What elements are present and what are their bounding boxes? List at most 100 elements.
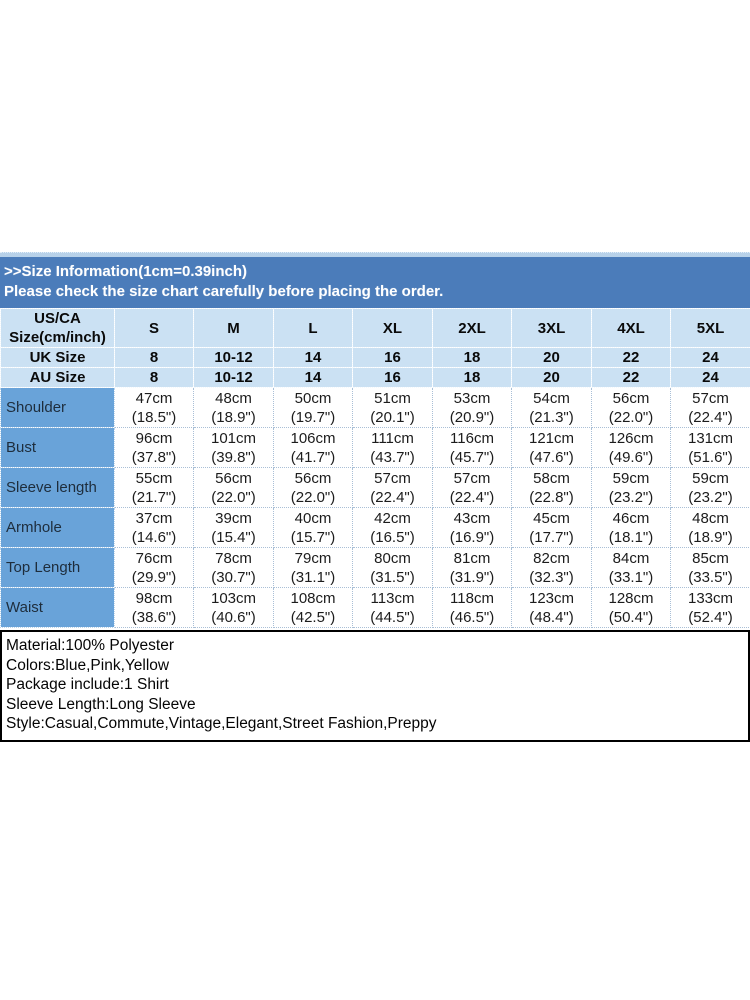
size-chart-table: US/CA Size(cm/inch) S M L XL 2XL 3XL 4XL 5XL UK Si… (0, 308, 750, 628)
region-size-value: 22 (591, 347, 671, 368)
measurement-value-cell: 133cm (52.4") (670, 587, 750, 628)
measurement-value-cell: 43cm (16.9") (432, 507, 512, 548)
measurement-value-cell: 113cm (44.5") (352, 587, 433, 628)
measurement-value-cell: 85cm (33.5") (670, 547, 750, 588)
measurement-value-cell: 118cm (46.5") (432, 587, 512, 628)
size-col-header: 5XL (670, 308, 750, 348)
size-col-header: 3XL (511, 308, 592, 348)
measurement-label: Top Length (0, 547, 115, 588)
region-size-label: AU Size (0, 367, 115, 388)
table-top-edge-strip (0, 252, 750, 257)
measurement-label: Waist (0, 587, 115, 628)
measurement-value-cell: 56cm (22.0") (591, 387, 671, 428)
size-col-header: L (273, 308, 353, 348)
measurement-label: Shoulder (0, 387, 115, 428)
measurement-row: Waist 98cm (38.6") 103cm (40.6") 108cm (42.5")… (0, 587, 750, 628)
size-info-banner: >>Size Information(1cm=0.39inch) Please … (0, 257, 750, 308)
size-col-header: M (193, 308, 274, 348)
measurement-value-cell: 54cm (21.3") (511, 387, 592, 428)
measurement-label: Bust (0, 427, 115, 468)
measurement-value-cell: 46cm (18.1") (591, 507, 671, 548)
measurement-value-cell: 55cm (21.7") (114, 467, 194, 508)
measurement-value-cell: 50cm (19.7") (273, 387, 353, 428)
region-size-value: 22 (591, 367, 671, 388)
detail-line: Material:100% Polyester (6, 637, 174, 654)
detail-line: Package include:1 Shirt (6, 676, 169, 693)
measurement-value-cell: 45cm (17.7") (511, 507, 592, 548)
measurement-value-cell: 78cm (30.7") (193, 547, 274, 588)
region-size-value: 8 (114, 367, 194, 388)
measurement-value-cell: 82cm (32.3") (511, 547, 592, 588)
region-size-value: 16 (352, 347, 433, 368)
measurement-value-cell: 57cm (22.4") (670, 387, 750, 428)
measurement-value-cell: 47cm (18.5") (114, 387, 194, 428)
measurement-value-cell: 103cm (40.6") (193, 587, 274, 628)
detail-line: Sleeve Length:Long Sleeve (6, 695, 196, 713)
measurement-value-cell: 81cm (31.9") (432, 547, 512, 588)
region-size-value: 20 (511, 347, 592, 368)
detail-line: Colors:Blue,Pink,Yellow (6, 656, 170, 674)
measurement-value-cell: 57cm (22.4") (352, 467, 433, 508)
region-size-value: 20 (511, 367, 592, 388)
measurement-value-cell: 131cm (51.6") (670, 427, 750, 468)
measurement-value-cell: 79cm (31.1") (273, 547, 353, 588)
product-details-box: Material:100% Polyester Colors:Blue,Pink,… (0, 630, 750, 742)
corner-cell-us-ca-size: US/CA Size(cm/inch) (0, 308, 115, 348)
region-size-value: 24 (670, 367, 750, 388)
measurement-value-cell: 126cm (49.6") (591, 427, 671, 468)
region-size-value: 18 (432, 347, 512, 368)
measurement-value-cell: 121cm (47.6") (511, 427, 592, 468)
measurement-value-cell: 128cm (50.4") (591, 587, 671, 628)
measurement-value-cell: 57cm (22.4") (432, 467, 512, 508)
measurement-value-cell: 48cm (18.9") (670, 507, 750, 548)
measurement-value-cell: 101cm (39.8") (193, 427, 274, 468)
detail-line: Style:Casual,Commute,Vintage,Elegant,Str… (6, 715, 437, 732)
size-table-body: US/CA Size(cm/inch) S M L XL 2XL 3XL 4XL 5XL UK Si… (0, 308, 750, 628)
measurement-value-cell: 123cm (48.4") (511, 587, 592, 628)
measurement-label: Armhole (0, 507, 115, 548)
measurement-row: Armhole 37cm (14.6") 39cm (15.4") 40cm (15.7")… (0, 507, 750, 548)
measurement-value-cell: 42cm (16.5") (352, 507, 433, 548)
measurement-value-cell: 39cm (15.4") (193, 507, 274, 548)
measurement-value-cell: 51cm (20.1") (352, 387, 433, 428)
measurement-value-cell: 96cm (37.8") (114, 427, 194, 468)
region-size-value: 24 (670, 347, 750, 368)
measurement-value-cell: 56cm (22.0") (193, 467, 274, 508)
region-size-value: 14 (273, 347, 353, 368)
measurement-value-cell: 48cm (18.9") (193, 387, 274, 428)
banner-subtitle: Please check the size chart carefully be… (4, 283, 444, 300)
measurement-value-cell: 108cm (42.5") (273, 587, 353, 628)
top-whitespace (0, 0, 750, 252)
region-size-value: 10-12 (193, 367, 274, 388)
region-size-label: UK Size (0, 347, 115, 368)
measurement-value-cell: 111cm (43.7") (352, 427, 433, 468)
measurement-value-cell: 76cm (29.9") (114, 547, 194, 588)
measurement-value-cell: 53cm (20.9") (432, 387, 512, 428)
measurement-row: Shoulder 47cm (18.5") 48cm (18.9") 50cm (19.7"… (0, 387, 750, 428)
measurement-value-cell: 80cm (31.5") (352, 547, 433, 588)
measurement-value-cell: 37cm (14.6") (114, 507, 194, 548)
measurement-value-cell: 116cm (45.7") (432, 427, 512, 468)
region-size-row: AU Size 8 10-12 14 16 18 20 22 24 (0, 367, 750, 388)
region-size-value: 18 (432, 367, 512, 388)
size-col-header: 2XL (432, 308, 512, 348)
region-size-value: 8 (114, 347, 194, 368)
measurement-row: Sleeve length 55cm (21.7") 56cm (22.0") 56cm(… (0, 467, 750, 508)
measurement-value-cell: 98cm (38.6") (114, 587, 194, 628)
measurement-value-cell: 59cm (23.2") (670, 467, 750, 508)
banner-title: >>Size Information(1cm=0.39inch) (4, 263, 247, 280)
measurement-row: Top Length 76cm (29.9") 78cm (30.7") 79cm (31.… (0, 547, 750, 588)
size-col-header: 4XL (591, 308, 671, 348)
measurement-value-cell: 40cm (15.7") (273, 507, 353, 548)
measurement-value-cell: 84cm (33.1") (591, 547, 671, 588)
region-size-value: 14 (273, 367, 353, 388)
region-size-value: 16 (352, 367, 433, 388)
measurement-value-cell: 59cm (23.2") (591, 467, 671, 508)
measurement-value-cell: 58cm (22.8") (511, 467, 592, 508)
size-col-header: S (114, 308, 194, 348)
size-header-row: US/CA Size(cm/inch) S M L XL 2XL 3XL 4XL 5XL (0, 308, 750, 348)
measurement-value-cell: 106cm (41.7") (273, 427, 353, 468)
measurement-label: Sleeve length (0, 467, 115, 508)
measurement-row: Bust 96cm (37.8") 101cm (39.8") 106cm (41.7") 1… (0, 427, 750, 468)
region-size-row: UK Size 8 10-12 14 16 18 20 22 24 (0, 347, 750, 368)
